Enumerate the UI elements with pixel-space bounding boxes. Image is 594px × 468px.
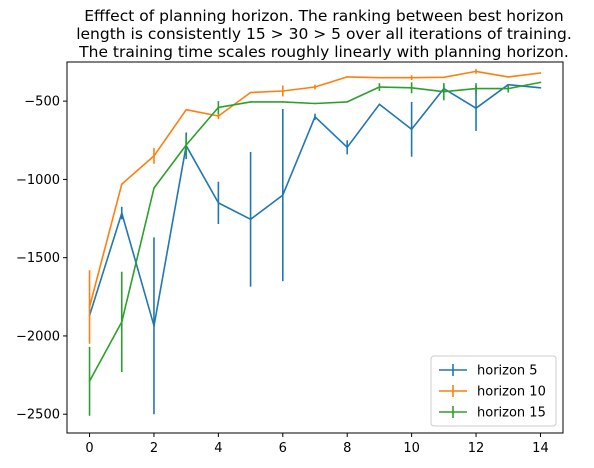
data-point-horizon-10 [507, 76, 510, 78]
x-tick-label: 4 [214, 441, 222, 456]
data-point-horizon-10 [217, 115, 220, 117]
series-line-horizon-15 [88, 81, 541, 382]
data-point-horizon-15 [410, 87, 413, 89]
chart-title: Efffect of planning horizon. The ranking… [76, 7, 572, 61]
y-tick-label: −1000 [16, 173, 60, 188]
data-point-horizon-10 [346, 76, 349, 78]
data-point-horizon-5 [217, 202, 220, 204]
data-point-horizon-15 [346, 101, 349, 103]
x-tick-label: 8 [343, 441, 351, 456]
data-point-horizon-15 [120, 321, 123, 323]
data-point-horizon-5 [120, 212, 123, 214]
x-tick-label: 12 [468, 441, 485, 456]
title-line-3: The training time scales roughly linearl… [78, 43, 569, 61]
title-line-1: Efffect of planning horizon. The ranking… [84, 7, 564, 25]
data-point-horizon-5 [281, 194, 284, 196]
data-point-horizon-15 [507, 87, 510, 90]
data-point-horizon-10 [120, 183, 123, 185]
data-point-horizon-15 [539, 81, 542, 84]
data-point-horizon-10 [88, 306, 91, 308]
data-point-horizon-5 [249, 218, 252, 221]
data-point-horizon-5 [314, 115, 316, 118]
x-tick-label: 0 [85, 441, 93, 456]
y-tick-label: −2000 [16, 329, 60, 344]
x-tick-label: 14 [532, 441, 549, 456]
data-point-horizon-5 [153, 324, 155, 327]
data-point-horizon-15 [314, 102, 316, 105]
data-point-horizon-15 [217, 106, 220, 109]
series-line-horizon-5 [88, 83, 541, 327]
x-axis: 0 2 4 6 8 10 12 14 [85, 433, 549, 456]
x-tick-label: 6 [279, 441, 287, 456]
data-point-horizon-10 [281, 90, 284, 92]
legend: horizon 5 horizon 10 horizon 15 [430, 355, 557, 427]
data-point-horizon-15 [378, 86, 381, 88]
data-point-horizon-15 [185, 144, 187, 146]
y-tick-label: −1500 [16, 251, 60, 266]
x-tick-label: 10 [403, 441, 420, 456]
data-point-horizon-15 [475, 87, 477, 90]
data-point-horizon-15 [443, 90, 445, 93]
data-point-horizon-10 [185, 108, 187, 111]
axes-frame [66, 61, 564, 434]
legend-label-horizon-15: horizon 15 [477, 406, 546, 421]
data-point-horizon-10 [153, 155, 155, 157]
x-tick-label: 2 [150, 441, 158, 456]
data-point-horizon-15 [281, 101, 284, 103]
data-point-horizon-10 [443, 76, 445, 79]
data-point-horizon-5 [539, 87, 542, 89]
data-point-horizon-15 [249, 101, 252, 103]
data-point-horizon-5 [346, 146, 349, 149]
plot-area [88, 69, 542, 416]
legend-box [430, 355, 557, 427]
data-point-horizon-10 [475, 70, 477, 73]
y-axis: −2500 −2000 −1500 −1000 −500 [16, 95, 67, 423]
y-tick-label: −500 [24, 95, 60, 110]
data-point-horizon-10 [539, 72, 542, 74]
data-point-horizon-10 [314, 86, 316, 88]
data-point-horizon-5 [475, 107, 477, 109]
legend-label-horizon-5: horizon 5 [477, 364, 538, 379]
title-line-2: length is consistently 15 > 30 > 5 over … [76, 25, 572, 43]
data-point-horizon-5 [378, 103, 381, 106]
data-point-horizon-5 [410, 128, 413, 131]
data-point-horizon-15 [88, 380, 91, 383]
data-point-horizon-10 [410, 76, 413, 79]
legend-label-horizon-10: horizon 10 [477, 385, 546, 400]
y-tick-label: −2500 [16, 408, 60, 423]
data-point-horizon-10 [378, 76, 381, 79]
data-point-horizon-15 [153, 187, 155, 189]
data-point-horizon-10 [249, 91, 252, 94]
